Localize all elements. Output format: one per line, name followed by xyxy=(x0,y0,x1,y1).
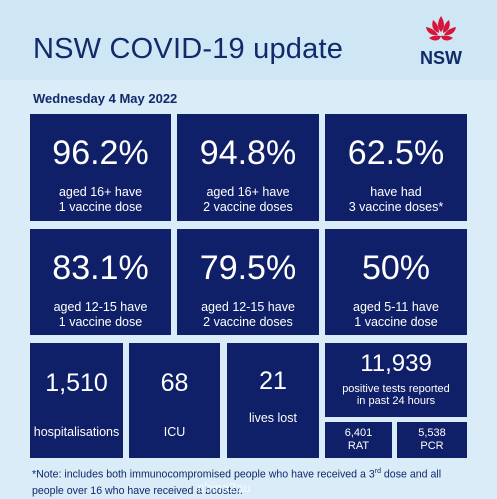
stat-value: 11,939 xyxy=(360,350,432,377)
stat-label: aged 5-11 have 1 vaccine dose xyxy=(325,300,467,330)
stat-label-line1: aged 12-15 have xyxy=(53,300,148,314)
stat-value: 1,510 xyxy=(45,369,108,397)
stat-label-line2: 1 vaccine dose xyxy=(354,315,438,329)
stat-label: positive tests reported in past 24 hours xyxy=(325,383,467,407)
footnote: *Note: includes both immunocompromised p… xyxy=(32,464,472,499)
stat-label-line1: positive tests reported xyxy=(342,383,450,395)
stat-label: aged 16+ have 1 vaccine dose xyxy=(30,185,171,215)
stat-label: lives lost xyxy=(249,411,297,425)
stat-value: 94.8% xyxy=(199,134,297,172)
stat-label-line1: have had xyxy=(370,185,422,199)
stat-value: 50% xyxy=(361,249,431,287)
stat-label: ICU xyxy=(163,425,186,439)
stat-value: 5,538 xyxy=(418,427,446,439)
tile-16plus-one-dose: 96.2% aged 16+ have 1 vaccine dose xyxy=(30,114,171,221)
stat-label: aged 12-15 have 2 vaccine doses xyxy=(177,300,319,330)
watermark: china2au xyxy=(198,480,251,495)
tile-rat: 6,401 RAT xyxy=(325,422,392,458)
stat-label-line1: aged 12-15 have xyxy=(201,300,295,314)
stat-value: 62.5% xyxy=(347,134,445,172)
tile-three-doses: 62.5% have had 3 vaccine doses* xyxy=(325,114,467,221)
tile-lives-lost: 21 lives lost xyxy=(227,343,319,458)
stat-label-line2: 2 vaccine doses xyxy=(203,315,293,329)
stat-label: hospitalisations xyxy=(33,425,120,439)
stat-label-line2: 2 vaccine doses xyxy=(203,200,293,214)
tile-5-11-one-dose: 50% aged 5-11 have 1 vaccine dose xyxy=(325,229,467,335)
stat-label-line1: aged 16+ have xyxy=(206,185,290,199)
stat-label: RAT xyxy=(347,440,370,452)
footnote-text-1: *Note: includes both immunocompromised p… xyxy=(32,468,375,481)
tile-pcr: 5,538 PCR xyxy=(397,422,467,458)
date-label: Wednesday 4 May 2022 xyxy=(33,91,178,106)
tile-16plus-two-doses: 94.8% aged 16+ have 2 vaccine doses xyxy=(177,114,319,221)
stat-label-line2: 1 vaccine dose xyxy=(58,315,143,329)
nsw-logo: NSW xyxy=(415,14,467,70)
stat-value: 96.2% xyxy=(52,134,149,172)
footnote-superscript: rd xyxy=(374,468,381,475)
stat-label-line1: aged 5-11 have xyxy=(353,300,439,314)
tile-12-15-one-dose: 83.1% aged 12-15 have 1 vaccine dose xyxy=(30,229,171,335)
page-title: NSW COVID-19 update xyxy=(33,33,344,65)
stat-label: aged 12-15 have 1 vaccine dose xyxy=(30,300,171,330)
stat-label: aged 16+ have 2 vaccine doses xyxy=(177,185,319,215)
stat-label: have had 3 vaccine doses* xyxy=(325,185,467,215)
waratah-icon xyxy=(426,16,456,41)
header-band: NSW COVID-19 update NSW xyxy=(0,0,497,80)
stat-value: 79.5% xyxy=(199,249,297,287)
stat-label-line2: in past 24 hours xyxy=(356,395,436,407)
tile-hospitalisations: 1,510 hospitalisations xyxy=(30,343,123,458)
stat-value: 83.1% xyxy=(52,249,149,287)
stat-value: 6,401 xyxy=(344,427,373,439)
stat-value: 68 xyxy=(160,369,189,397)
tile-positive-tests: 11,939 positive tests reported in past 2… xyxy=(325,343,467,417)
stat-label-line2: 1 vaccine dose xyxy=(58,200,143,214)
stat-label-line1: aged 16+ have xyxy=(58,185,143,199)
tile-icu: 68 ICU xyxy=(129,343,220,458)
footnote-text-2: dose and all people over 16 who have rec… xyxy=(32,468,442,497)
logo-text: NSW xyxy=(420,48,462,68)
stat-label-line2: 3 vaccine doses* xyxy=(348,200,444,214)
stat-label: PCR xyxy=(420,440,444,452)
tile-12-15-two-doses: 79.5% aged 12-15 have 2 vaccine doses xyxy=(177,229,319,335)
stat-value: 21 xyxy=(259,367,287,395)
